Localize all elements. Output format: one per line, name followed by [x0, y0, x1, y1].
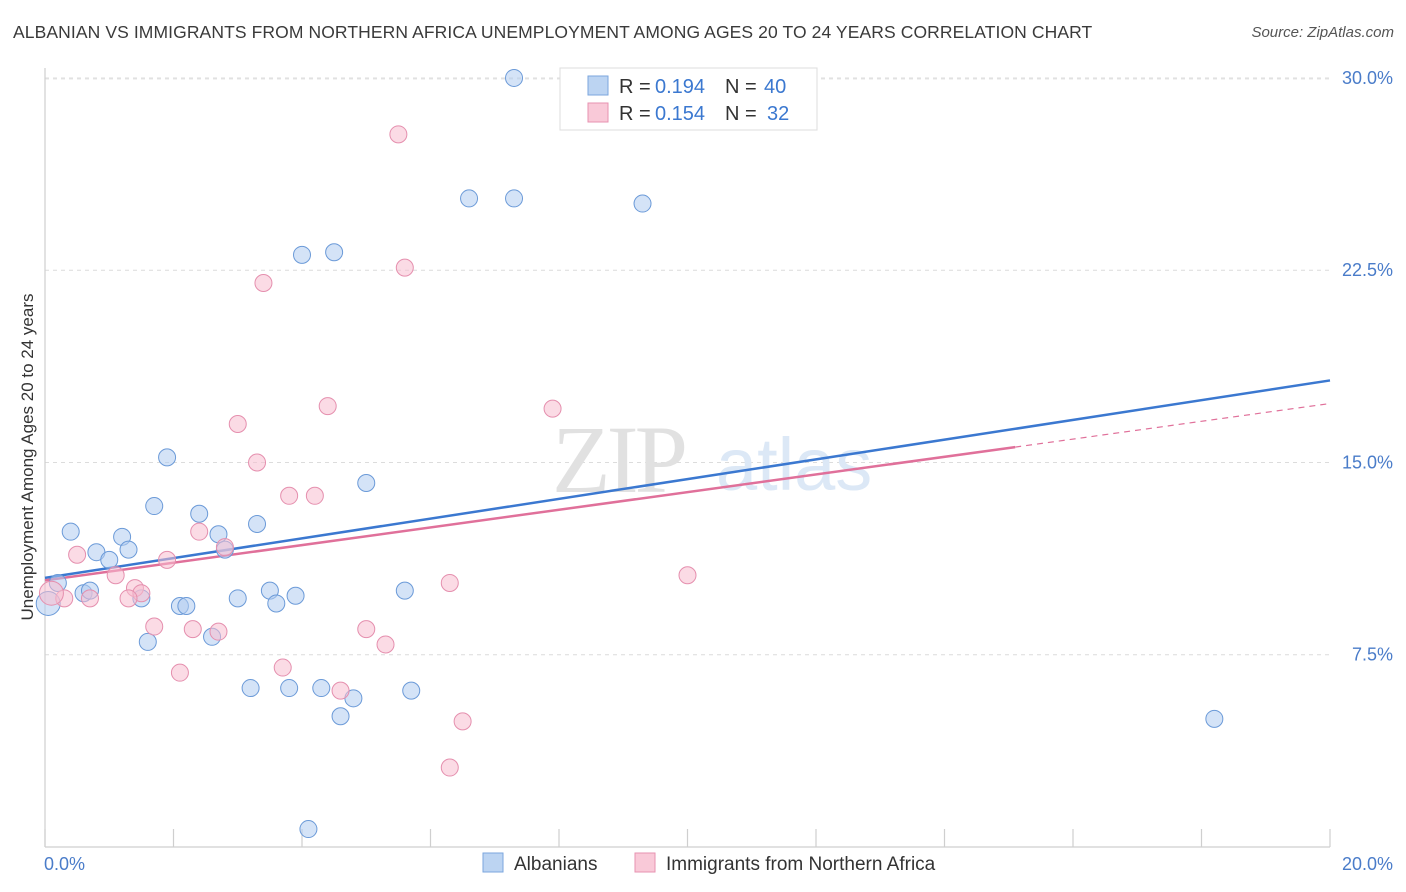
albanian-point — [299, 820, 318, 839]
immigrant-point — [119, 589, 138, 608]
x-tick-label: 20.0% — [1342, 854, 1393, 874]
immigrant-point — [38, 580, 64, 606]
albanian-point — [61, 522, 80, 541]
bottom-legend-swatch-immigrants — [634, 852, 656, 873]
immigrant-point — [80, 589, 99, 608]
bottom-legend-immigrants: Immigrants from Northern Africa — [666, 854, 936, 875]
immigrant-point — [273, 658, 292, 677]
immigrant-trend-line — [44, 445, 1016, 582]
legend-r-label-2: R = — [619, 103, 651, 125]
albanian-point — [138, 632, 157, 651]
albanian-point — [267, 594, 286, 613]
legend-r-value-2: 0.154 — [655, 103, 705, 125]
albanian-point — [505, 68, 524, 87]
albanian-point — [312, 679, 331, 698]
legend-n-label-1: N = — [725, 76, 757, 98]
albanian-point — [228, 589, 247, 608]
immigrant-point — [158, 550, 177, 569]
legend-r-value-1: 0.194 — [655, 76, 705, 98]
albanian-point — [190, 504, 209, 523]
albanian-point — [145, 497, 164, 516]
trend-lines — [44, 379, 1331, 582]
immigrant-point — [453, 712, 472, 731]
immigrant-point — [280, 486, 299, 505]
y-tick-label: 15.0% — [1342, 452, 1393, 472]
watermark: ZIP atlas — [552, 406, 872, 513]
albanian-point — [286, 586, 305, 605]
immigrant-point — [209, 622, 228, 641]
bottom-legend-albanians: Albanians — [514, 854, 597, 875]
x-tick-labels: 0.0% 20.0% — [44, 854, 1393, 874]
immigrant-point — [357, 620, 376, 639]
albanian-point — [460, 189, 479, 208]
y-tick-label: 7.5% — [1352, 645, 1393, 665]
legend-swatch-albanians — [587, 75, 609, 96]
immigrant-point — [190, 522, 209, 541]
data-points — [35, 68, 1224, 839]
albanian-point — [395, 581, 414, 600]
immigrant-point — [389, 125, 408, 144]
albanian-trend-line — [44, 379, 1331, 580]
immigrant-point — [145, 617, 164, 636]
albanian-point — [119, 540, 138, 559]
albanian-point — [505, 189, 524, 208]
y-axis-title: Unemployment Among Ages 20 to 24 years — [18, 294, 37, 621]
albanian-point — [325, 243, 344, 262]
albanian-point — [248, 514, 267, 533]
source-label: Source: ZipAtlas.com — [1251, 24, 1394, 41]
immigrant-point — [678, 566, 697, 585]
y-tick-label: 22.5% — [1342, 260, 1393, 280]
albanian-point — [402, 681, 421, 700]
legend-n-value-2: 32 — [767, 103, 789, 125]
bottom-legend: Albanians Immigrants from Northern Afric… — [482, 852, 936, 875]
albanian-point — [177, 597, 196, 616]
immigrant-point — [440, 758, 459, 777]
immigrant-point — [440, 573, 459, 592]
legend-n-value-1: 40 — [764, 76, 786, 98]
legend-box: R = 0.194 N = 40 R = 0.154 N = 32 — [559, 67, 818, 131]
chart-title: ALBANIAN VS IMMIGRANTS FROM NORTHERN AFR… — [13, 22, 1093, 42]
albanian-point — [293, 245, 311, 264]
y-tick-label: 30.0% — [1342, 68, 1393, 88]
y-tick-labels: 7.5% 15.0% 22.5% 30.0% — [1342, 68, 1393, 665]
albanian-point — [280, 679, 299, 698]
immigrant-point — [228, 415, 247, 434]
immigrant-point — [68, 545, 87, 564]
albanian-point — [241, 679, 260, 698]
albanian-point — [1205, 709, 1224, 728]
albanian-point — [357, 473, 376, 492]
immigrant-point — [254, 274, 273, 293]
immigrant-point — [248, 453, 267, 472]
albanian-point — [633, 194, 652, 213]
bottom-legend-swatch-albanians — [482, 852, 504, 873]
immigrant-point — [170, 663, 189, 682]
axes — [44, 68, 1331, 848]
watermark-atlas: atlas — [716, 423, 872, 506]
albanian-point — [158, 448, 177, 467]
immigrant-point — [106, 566, 125, 585]
immigrant-point — [543, 399, 562, 418]
immigrant-point — [318, 397, 337, 416]
albanian-point — [331, 707, 350, 726]
x-tick-label: 0.0% — [44, 854, 85, 874]
legend-swatch-immigrants — [587, 102, 609, 123]
legend-n-label-2: N = — [725, 103, 757, 125]
immigrant-point — [183, 620, 202, 639]
immigrant-point — [215, 538, 234, 557]
albanian-point — [100, 550, 119, 569]
legend-r-label-1: R = — [619, 76, 651, 98]
immigrant-point — [376, 635, 395, 654]
immigrant-point — [331, 681, 350, 700]
immigrant-point — [395, 258, 414, 277]
immigrant-trend-extension — [1015, 402, 1331, 448]
immigrant-point — [305, 486, 324, 505]
